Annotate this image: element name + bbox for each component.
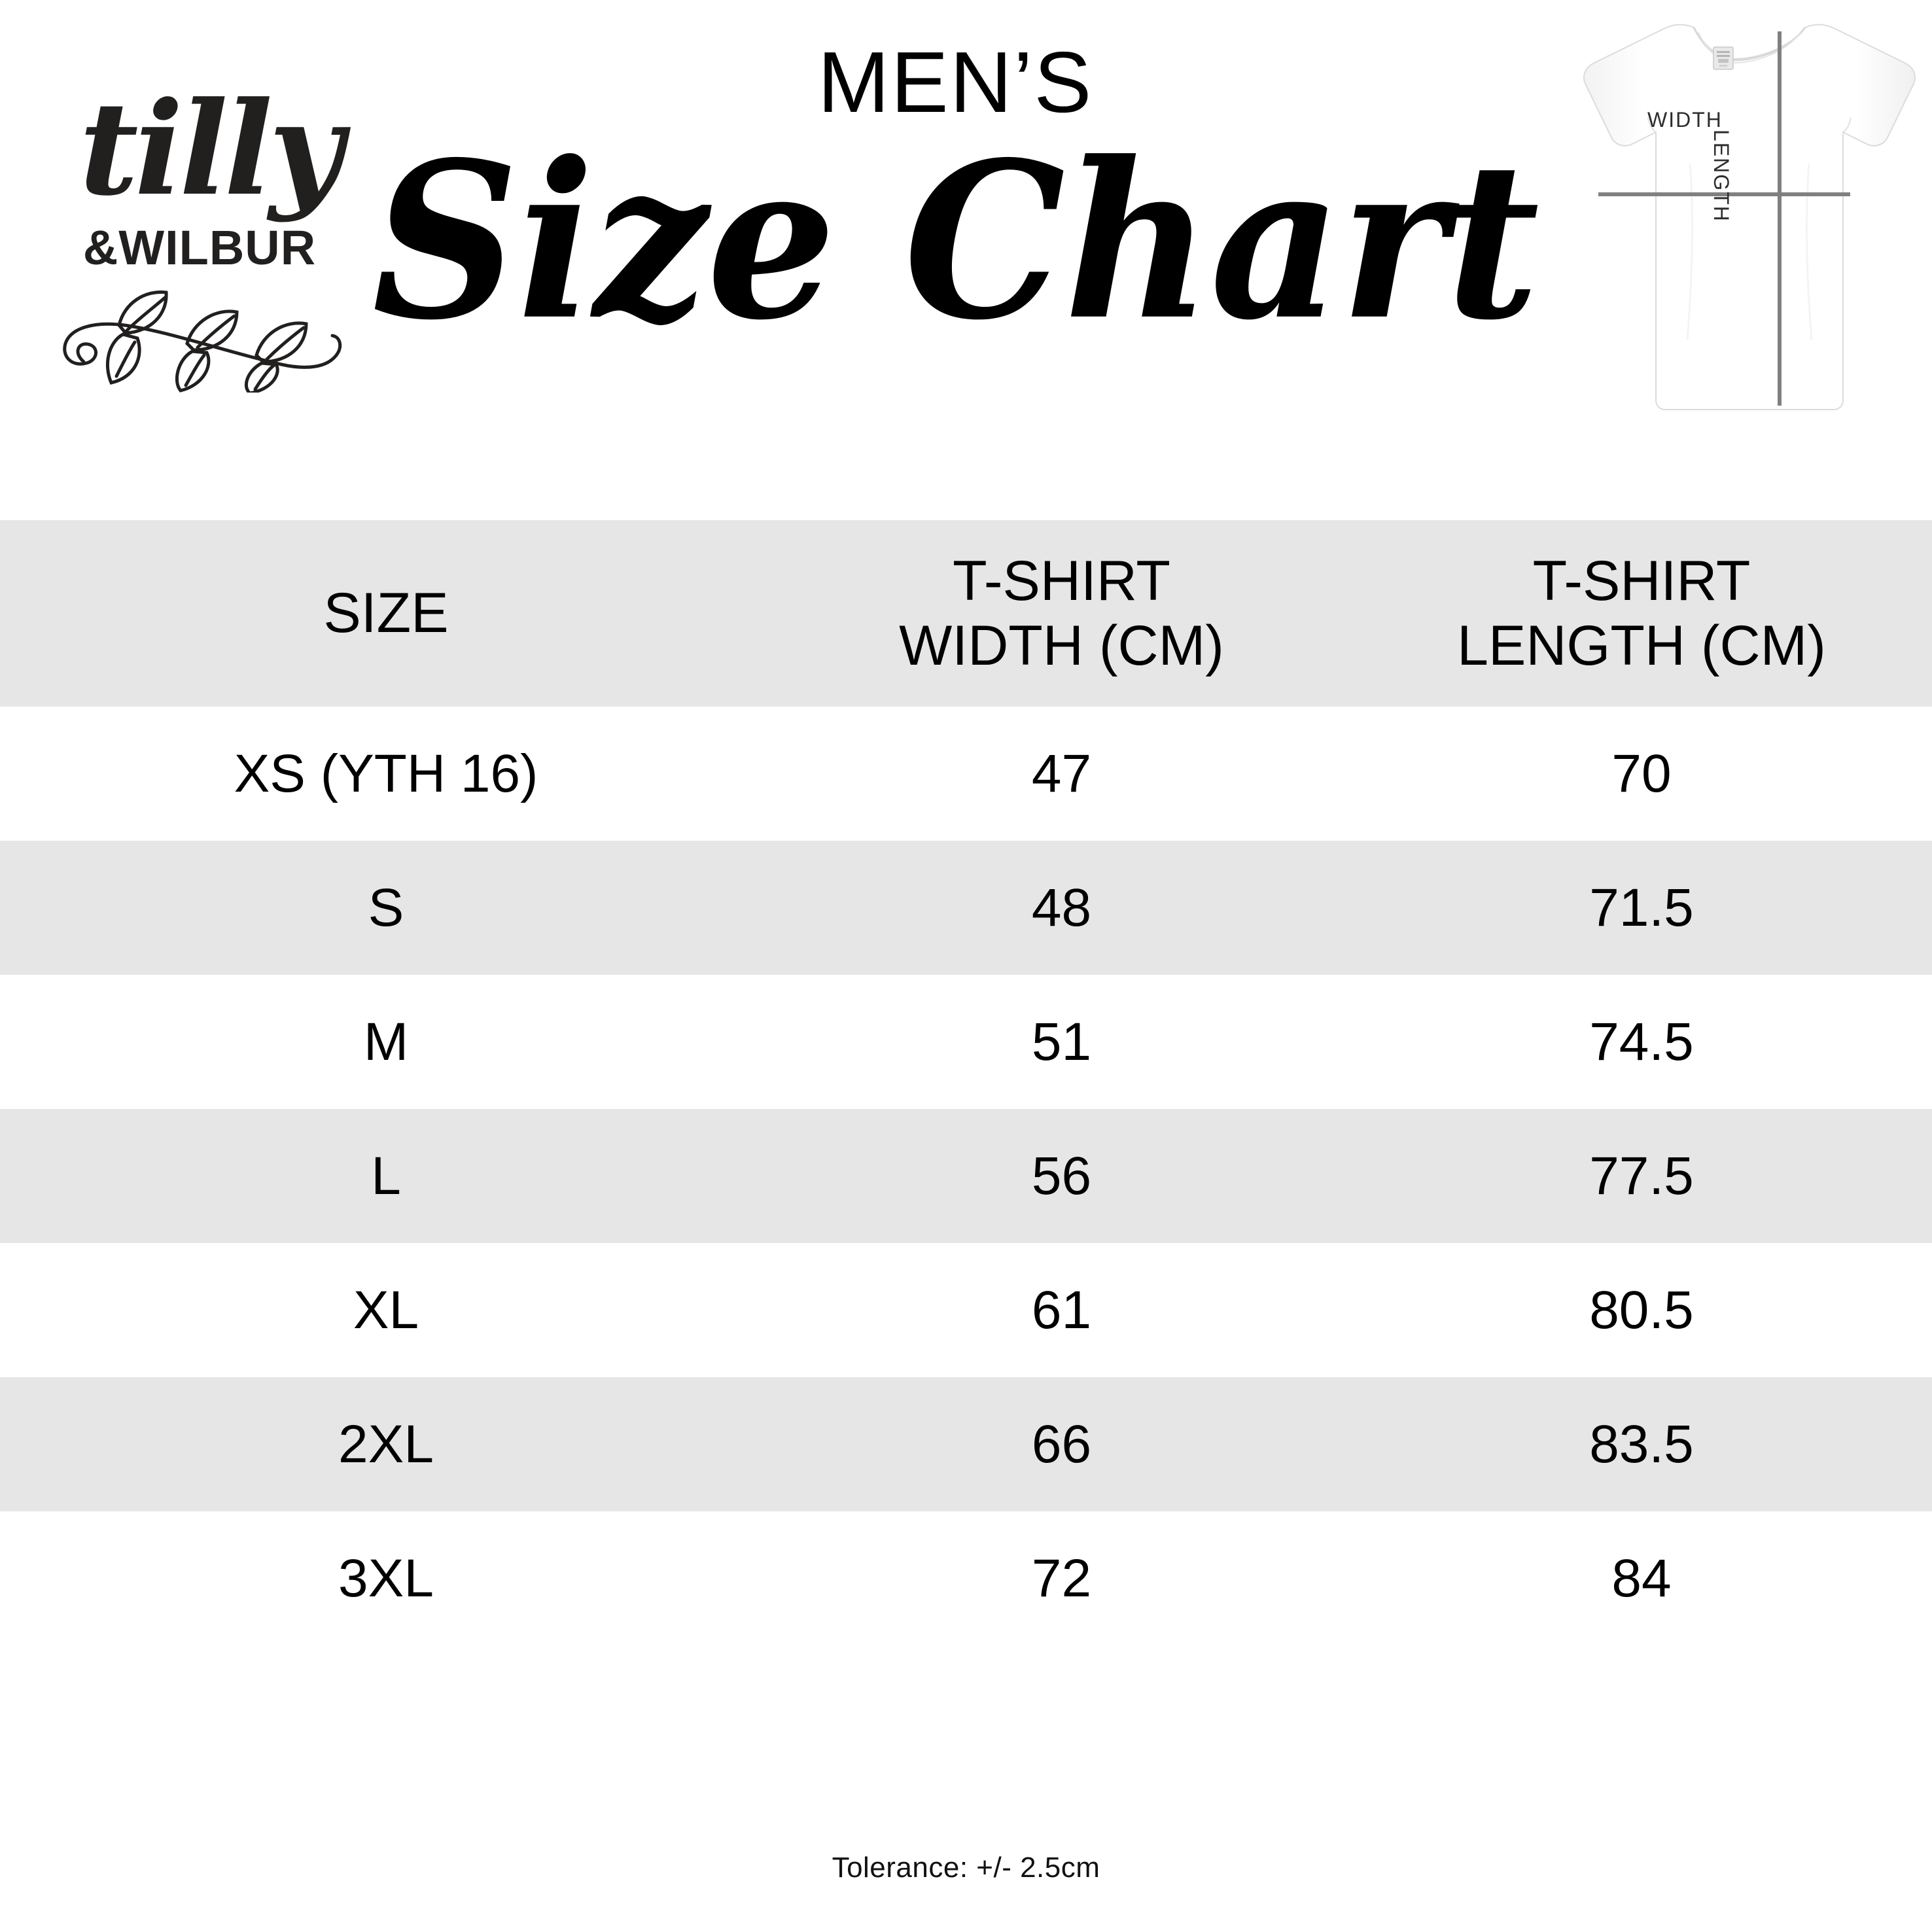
column-header-width-line1: T-SHIRT (953, 549, 1170, 612)
leaf-branch-icon (46, 278, 360, 395)
cell-size: 2XL (0, 1377, 772, 1511)
page-title: Size Chart (372, 115, 1539, 368)
cell-length: 83.5 (1351, 1377, 1932, 1511)
table-row: M 51 74.5 (0, 975, 1932, 1109)
column-header-length: T-SHIRT LENGTH (CM) (1351, 520, 1932, 707)
cell-length: 80.5 (1351, 1243, 1932, 1377)
cell-size: 3XL (0, 1511, 772, 1645)
tshirt-length-label: LENGTH (1710, 130, 1733, 222)
cell-size: M (0, 975, 772, 1109)
size-chart-table: SIZE T-SHIRT WIDTH (CM) T-SHIRT LENGTH (… (0, 520, 1932, 1645)
table-header-row: SIZE T-SHIRT WIDTH (CM) T-SHIRT LENGTH (… (0, 520, 1932, 707)
table-row: XL 61 80.5 (0, 1243, 1932, 1377)
table-row: 2XL 66 83.5 (0, 1377, 1932, 1511)
table-row: XS (YTH 16) 47 70 (0, 707, 1932, 841)
brand-logo-sub-name: &WILBUR (82, 220, 317, 275)
cell-width: 61 (772, 1243, 1351, 1377)
cell-length: 74.5 (1351, 975, 1932, 1109)
column-header-size-label: SIZE (323, 582, 449, 645)
column-header-length-line1: T-SHIRT (1532, 549, 1751, 612)
tolerance-note: Tolerance: +/- 2.5cm (832, 1852, 1100, 1884)
table-row: L 56 77.5 (0, 1109, 1932, 1243)
tshirt-width-label: WIDTH (1647, 108, 1723, 132)
cell-size: XS (YTH 16) (0, 707, 772, 841)
cell-size: S (0, 841, 772, 975)
column-header-length-line2: LENGTH (CM) (1457, 614, 1826, 677)
cell-size: L (0, 1109, 772, 1243)
tshirt-shape-icon (1583, 24, 1916, 410)
cell-size: XL (0, 1243, 772, 1377)
cell-width: 51 (772, 975, 1351, 1109)
brand-logo: tilly &WILBUR (39, 74, 379, 395)
brand-logo-script-name: tilly (79, 74, 343, 224)
column-header-size: SIZE (0, 520, 772, 707)
cell-length: 70 (1351, 707, 1932, 841)
cell-length: 77.5 (1351, 1109, 1932, 1243)
header-region: tilly &WILBUR (0, 0, 1932, 523)
cell-width: 72 (772, 1511, 1351, 1645)
cell-width: 47 (772, 707, 1351, 841)
column-header-width-line2: WIDTH (CM) (899, 614, 1224, 677)
cell-length: 84 (1351, 1511, 1932, 1645)
page-category-title: MEN’S (817, 34, 1093, 130)
cell-width: 56 (772, 1109, 1351, 1243)
cell-width: 48 (772, 841, 1351, 975)
cell-width: 66 (772, 1377, 1351, 1511)
table-row: S 48 71.5 (0, 841, 1932, 975)
cell-length: 71.5 (1351, 841, 1932, 975)
table-row: 3XL 72 84 (0, 1511, 1932, 1645)
column-header-width: T-SHIRT WIDTH (CM) (772, 520, 1351, 707)
tshirt-illustration: WIDTH LENGTH (1566, 0, 1932, 432)
